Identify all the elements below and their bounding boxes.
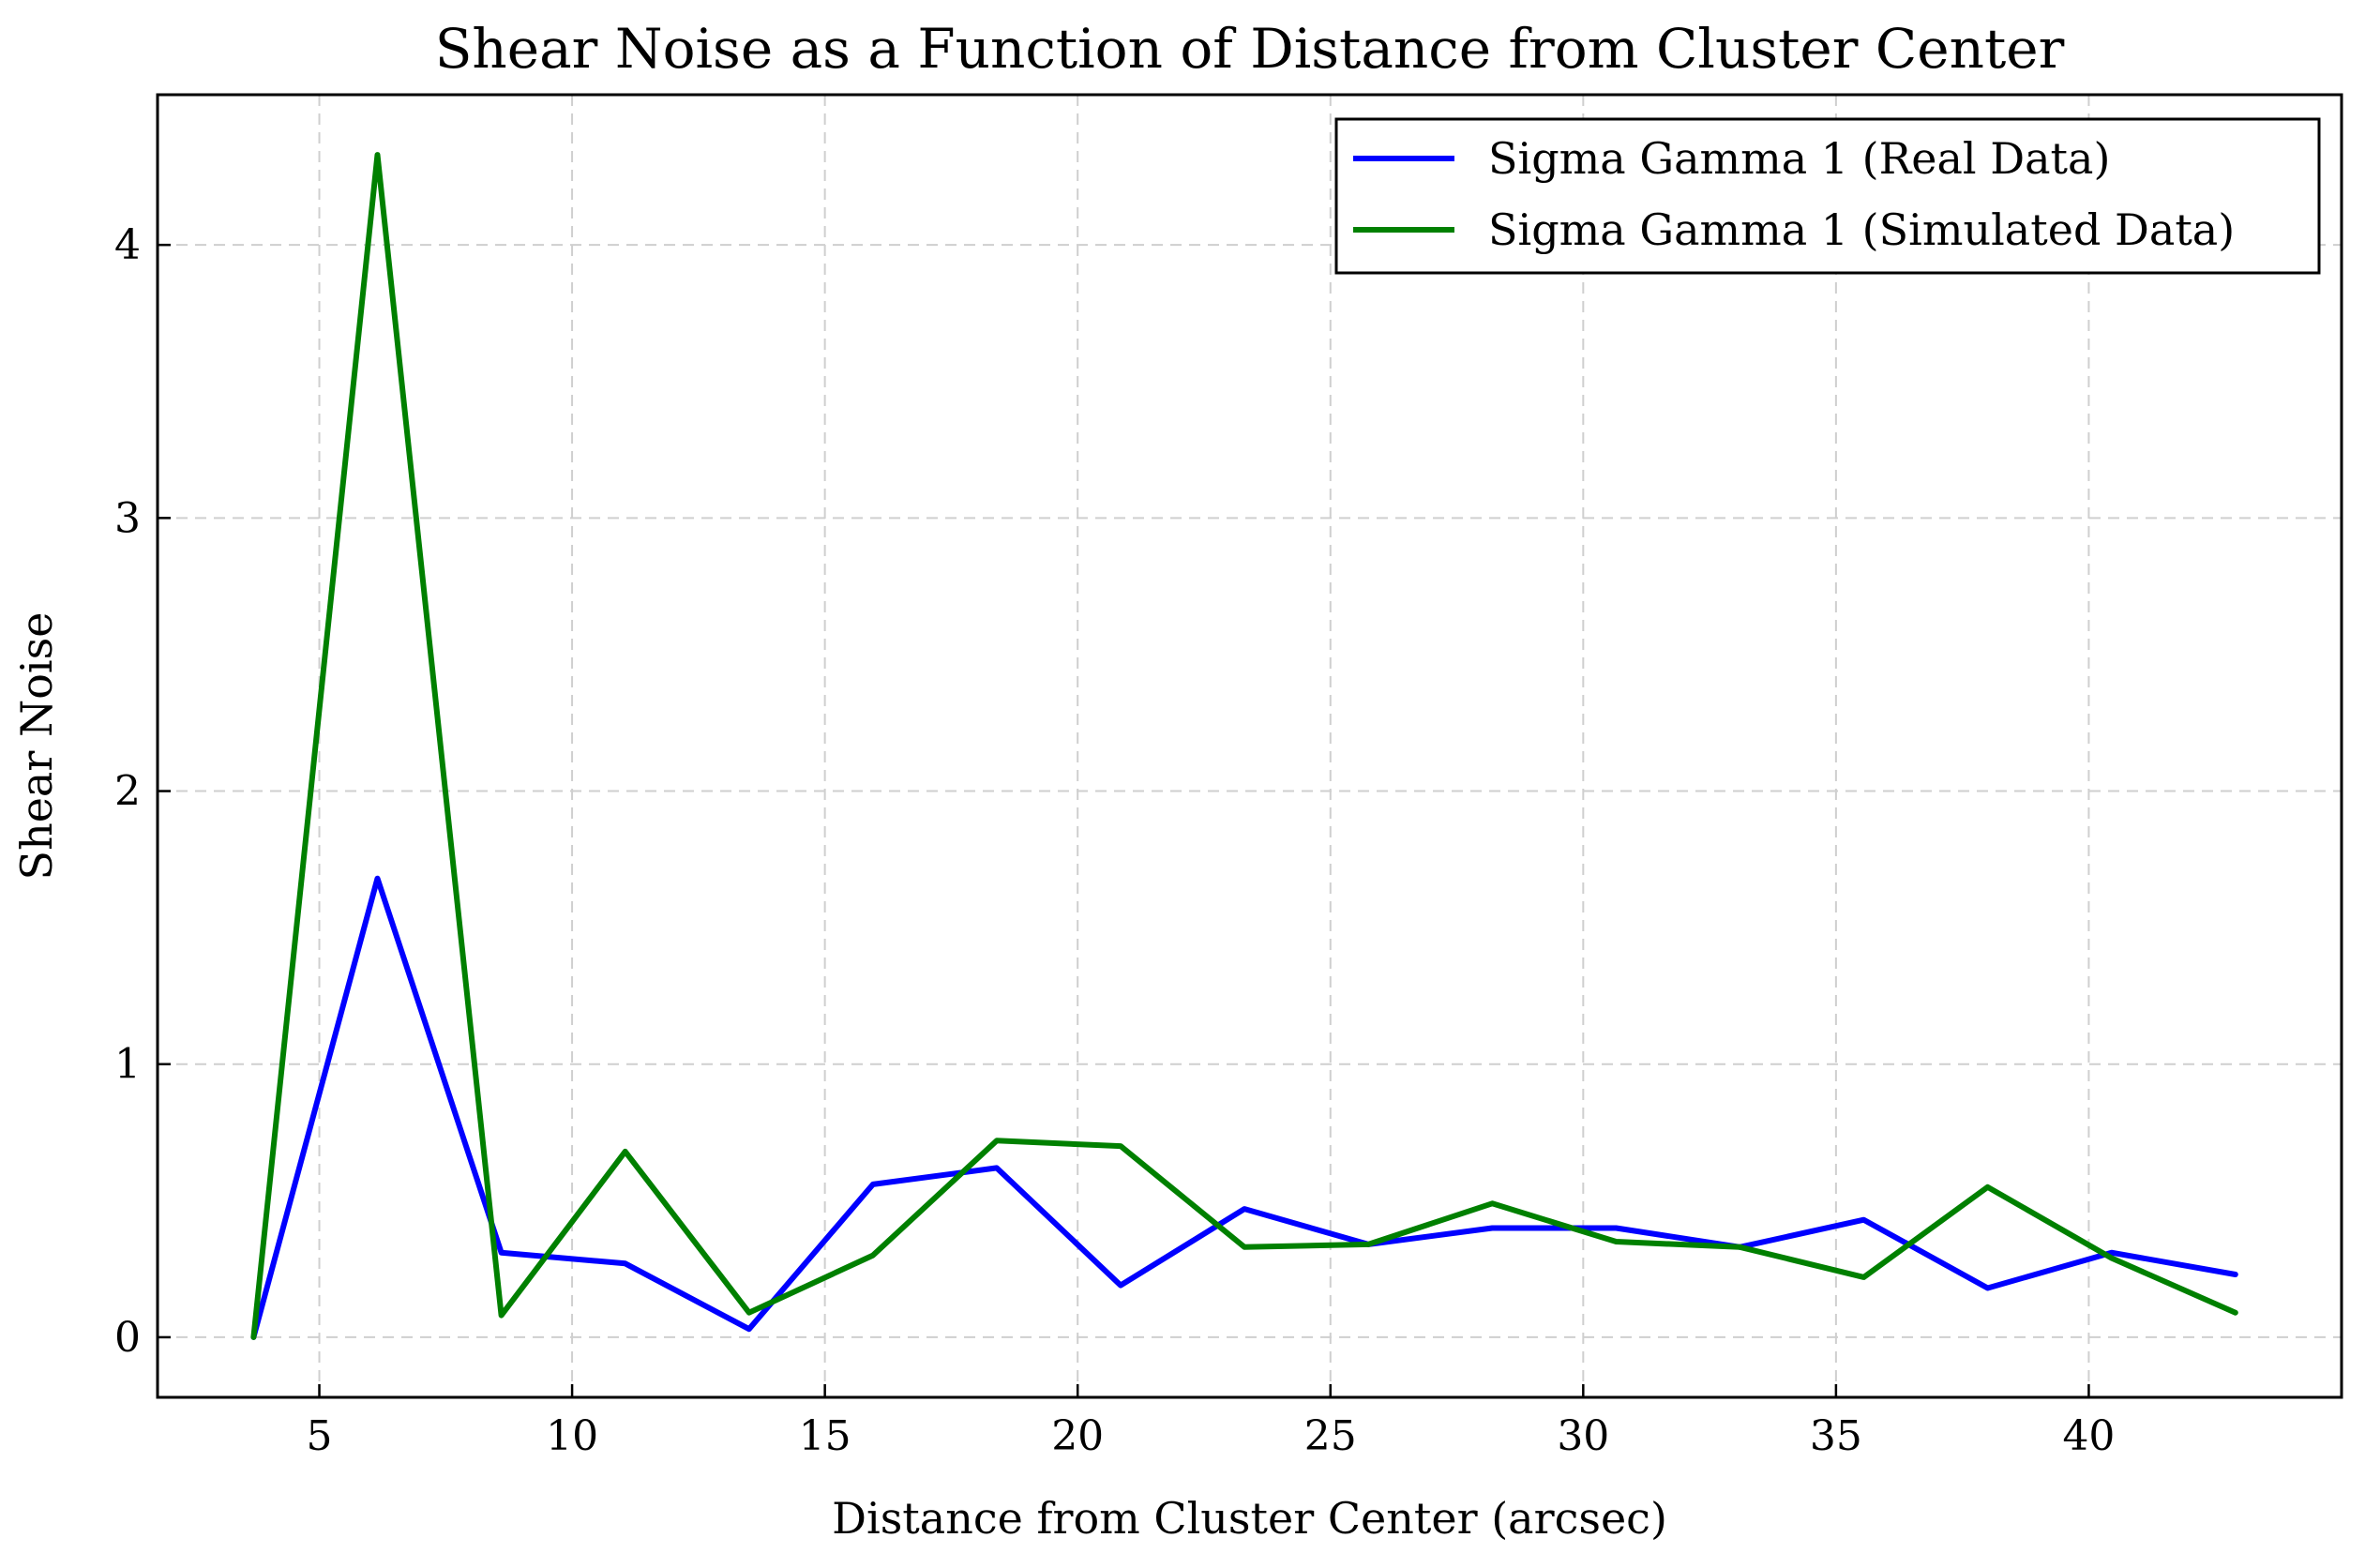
y-axis-title: Shear Noise — [11, 612, 62, 881]
y-tick-label: 3 — [114, 494, 141, 542]
legend-box — [1334, 117, 2321, 275]
x-tick-label: 20 — [1051, 1412, 1104, 1460]
plot-frame — [156, 93, 2343, 1399]
legend-label-2: Sigma Gamma 1 (Simulated Data) — [1488, 204, 2235, 255]
x-axis-title: Distance from Cluster Center (arcsec) — [832, 1493, 1667, 1544]
series-layer — [250, 152, 2238, 1340]
x-tick-label: 15 — [799, 1412, 851, 1460]
y-tick-label: 1 — [114, 1041, 141, 1089]
series-line-2 — [250, 152, 2238, 1340]
x-tick-label: 5 — [307, 1412, 333, 1460]
x-tick-label: 25 — [1304, 1412, 1357, 1460]
ticks: 5 10 15 20 25 30 35 40 0 1 2 3 4 — [114, 221, 2115, 1460]
y-tick-label: 2 — [114, 768, 141, 816]
x-tick-label: 35 — [1810, 1412, 1862, 1460]
x-tick-label: 30 — [1557, 1412, 1609, 1460]
y-tick-label: 0 — [114, 1314, 141, 1362]
chart-title: Shear Noise as a Function of Distance fr… — [435, 17, 2065, 81]
grid — [158, 95, 2342, 1397]
legend: Sigma Gamma 1 (Real Data) Sigma Gamma 1 (… — [1334, 117, 2321, 275]
legend-label-1: Sigma Gamma 1 (Real Data) — [1488, 133, 2110, 184]
x-tick-label: 40 — [2062, 1412, 2115, 1460]
x-tick-label: 10 — [546, 1412, 598, 1460]
y-tick-label: 4 — [114, 221, 141, 269]
series-line-1 — [250, 875, 2238, 1340]
